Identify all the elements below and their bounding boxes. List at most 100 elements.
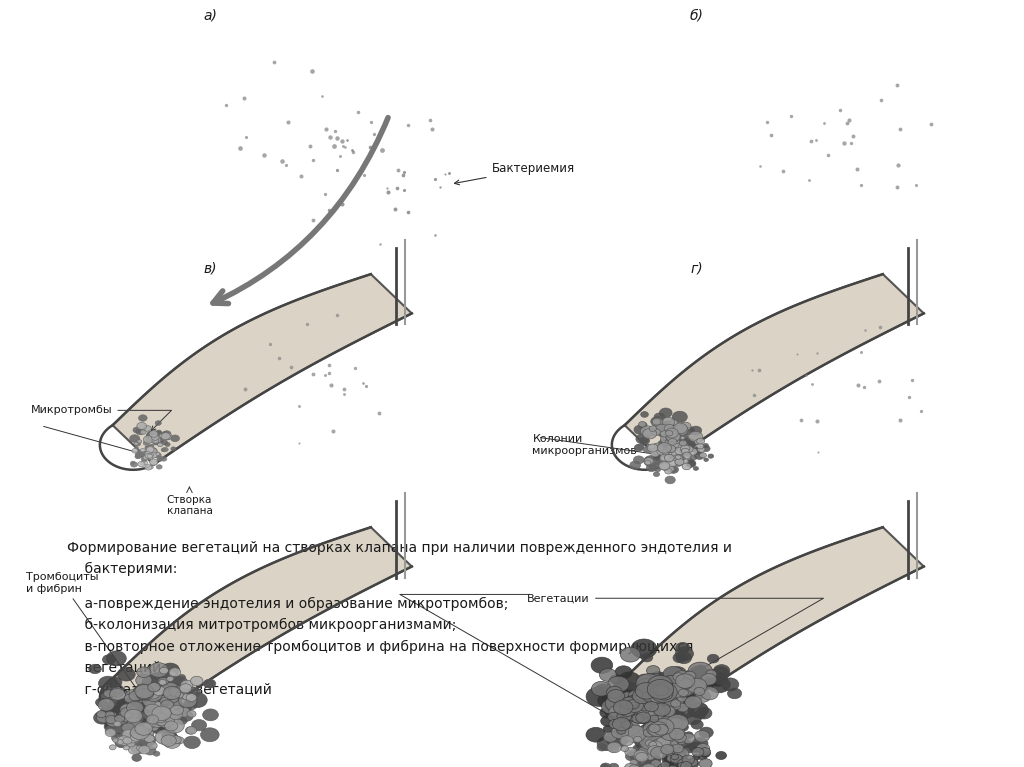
Circle shape (154, 713, 167, 723)
Circle shape (673, 739, 682, 746)
Circle shape (160, 667, 168, 674)
Circle shape (145, 688, 160, 699)
Point (907, 179, 924, 192)
Circle shape (635, 752, 643, 758)
Circle shape (633, 690, 643, 696)
Circle shape (669, 440, 679, 448)
Circle shape (158, 676, 173, 687)
Circle shape (675, 447, 685, 455)
Point (752, 160, 768, 172)
Circle shape (145, 453, 152, 459)
Polygon shape (625, 527, 924, 718)
Point (336, 384, 352, 396)
Point (321, 358, 337, 370)
Point (873, 94, 890, 107)
Circle shape (629, 708, 640, 716)
Circle shape (130, 696, 137, 701)
Circle shape (204, 680, 215, 688)
Circle shape (161, 440, 168, 445)
Circle shape (657, 425, 668, 433)
Circle shape (653, 703, 671, 716)
Circle shape (610, 675, 623, 684)
Circle shape (643, 722, 664, 737)
Circle shape (617, 709, 633, 720)
Circle shape (157, 456, 163, 461)
Circle shape (168, 713, 178, 720)
Circle shape (714, 665, 730, 677)
Circle shape (175, 692, 183, 698)
Circle shape (143, 455, 147, 458)
Circle shape (663, 764, 670, 767)
Point (890, 159, 906, 171)
Circle shape (136, 689, 151, 699)
Circle shape (135, 705, 147, 714)
Circle shape (150, 673, 167, 686)
Circle shape (656, 690, 671, 700)
Point (291, 437, 307, 449)
Circle shape (637, 674, 652, 685)
Circle shape (696, 707, 712, 719)
Circle shape (642, 766, 654, 767)
Circle shape (131, 461, 135, 465)
Circle shape (676, 652, 691, 663)
Circle shape (595, 684, 611, 696)
Circle shape (675, 680, 690, 692)
Point (743, 364, 760, 376)
Circle shape (637, 444, 644, 449)
Circle shape (621, 697, 637, 709)
Circle shape (128, 745, 141, 755)
Circle shape (671, 679, 690, 693)
Circle shape (678, 426, 687, 433)
Circle shape (143, 456, 148, 459)
Circle shape (665, 455, 672, 460)
Circle shape (645, 703, 658, 713)
Circle shape (635, 693, 650, 705)
Circle shape (144, 720, 156, 729)
Circle shape (601, 764, 608, 767)
Circle shape (663, 743, 674, 752)
Circle shape (693, 466, 698, 470)
Circle shape (672, 449, 681, 457)
Circle shape (133, 685, 154, 701)
Circle shape (670, 733, 680, 742)
Circle shape (660, 762, 670, 767)
Point (334, 135, 350, 147)
Circle shape (695, 676, 714, 689)
Circle shape (716, 752, 727, 759)
Point (317, 369, 334, 381)
Circle shape (157, 714, 175, 728)
Circle shape (662, 752, 681, 766)
Circle shape (110, 745, 116, 750)
Circle shape (651, 759, 660, 767)
Circle shape (142, 457, 147, 460)
Circle shape (121, 737, 128, 742)
Circle shape (118, 734, 128, 742)
Text: бактериями:: бактериями: (67, 562, 177, 576)
Circle shape (611, 726, 629, 739)
Circle shape (187, 710, 196, 717)
Circle shape (634, 444, 644, 451)
Circle shape (631, 701, 641, 709)
Circle shape (673, 674, 689, 686)
Circle shape (638, 673, 665, 693)
Text: г): г) (690, 262, 702, 275)
Circle shape (620, 712, 634, 723)
Point (808, 347, 824, 360)
Point (361, 140, 378, 153)
Circle shape (145, 453, 152, 458)
Circle shape (666, 445, 676, 453)
Circle shape (153, 435, 160, 440)
Circle shape (186, 693, 197, 702)
Circle shape (681, 740, 691, 748)
Circle shape (644, 701, 658, 712)
Circle shape (651, 417, 663, 426)
Point (335, 140, 351, 152)
Circle shape (696, 443, 703, 449)
Circle shape (182, 693, 190, 700)
Point (231, 142, 248, 154)
Circle shape (643, 429, 656, 439)
Circle shape (687, 459, 693, 463)
Circle shape (659, 689, 677, 702)
Circle shape (639, 701, 652, 711)
Circle shape (139, 703, 152, 712)
